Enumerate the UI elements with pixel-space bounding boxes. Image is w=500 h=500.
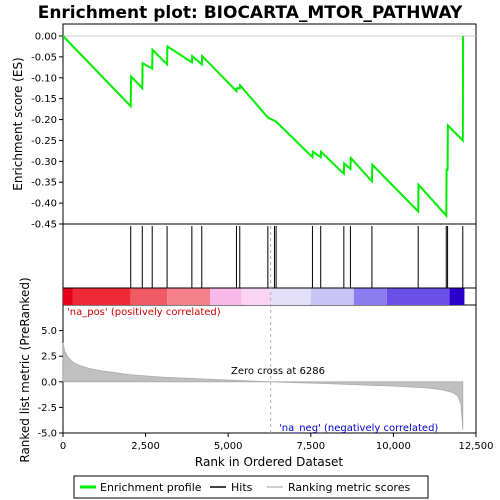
pos-label: 'na_pos' (positively correlated) (67, 307, 221, 318)
hit-markers (130, 226, 464, 288)
ranked-y-axis-label: Ranked list metric (PreRanked) (18, 277, 32, 462)
ranking-metric-fill (62, 342, 464, 430)
es-y-tick-label: 0.00 (35, 32, 57, 43)
x-tick-label: 12,500 (459, 441, 494, 452)
chart-title: Enrichment plot: BIOCARTA_MTOR_PATHWAY (38, 3, 463, 23)
es-y-tick-label: -0.05 (31, 52, 57, 63)
heat-bar-segment (353, 288, 387, 305)
es-y-tick-label: -0.15 (31, 94, 57, 105)
x-tick-label: 7,500 (296, 441, 325, 452)
ranking-heat-bar (63, 287, 476, 305)
ranked-y-tick-label: 5.0 (41, 326, 57, 337)
x-tick-label: 5,000 (214, 441, 243, 452)
legend-label-hits: Hits (231, 481, 253, 494)
heat-bar-segment (386, 288, 450, 305)
es-panel-frame (62, 23, 477, 225)
heat-bar-segment (449, 288, 465, 305)
heat-bar-segment (72, 288, 131, 305)
legend-label-enrichment: Enrichment profile (100, 481, 202, 494)
heat-bar-segment (270, 288, 311, 305)
x-axis-label: Rank in Ordered Dataset (195, 455, 343, 469)
heat-bar-segment (130, 288, 168, 305)
es-y-tick-label: -0.45 (31, 220, 57, 231)
ranked-y-tick-label: -5.0 (37, 429, 57, 440)
es-y-tick-label: -0.30 (31, 157, 57, 168)
heat-bar-segment (241, 288, 271, 305)
es-y-tick-label: -0.35 (31, 178, 57, 189)
ranked-panel-frame (62, 304, 477, 434)
enrichment-profile (62, 35, 465, 219)
legend-box (73, 475, 429, 499)
ranking-metric-area (62, 226, 464, 433)
heat-bar-segment (210, 288, 242, 305)
heat-bar-segment (310, 288, 354, 305)
x-tick-label: 0 (60, 441, 66, 452)
es-y-tick-label: -0.10 (31, 73, 57, 84)
x-tick-label: 2,500 (131, 441, 160, 452)
ranked-y-tick-label: 2.5 (41, 352, 57, 363)
heat-bar-segment (63, 288, 73, 305)
es-y-axis: 0.00 -0.05 -0.10 -0.15 -0.20 -0.25 -0.30 -0.35 -… (31, 32, 63, 231)
legend-label-ranking: Ranking metric scores (288, 481, 410, 494)
es-y-tick-label: -0.25 (31, 136, 57, 147)
enrichment-profile-line (62, 35, 465, 219)
neg-label: 'na_neg' (negatively correlated) (279, 423, 438, 434)
zero-cross-label: Zero cross at 6286 (231, 366, 325, 377)
x-axis: 0 2,500 5,000 7,500 10,000 12,500 (60, 433, 494, 452)
heat-bar-segment (167, 288, 211, 305)
es-y-tick-label: -0.40 (31, 199, 57, 210)
ranked-y-tick-label: -2.5 (37, 403, 57, 414)
x-tick-label: 10,000 (376, 441, 411, 452)
ranked-y-tick-label: 0.0 (41, 377, 57, 388)
ranked-y-axis: 5.0 2.5 0.0 -2.5 -5.0 (37, 326, 63, 440)
es-y-tick-label: -0.20 (31, 115, 57, 126)
es-y-axis-label: Enrichment score (ES) (11, 57, 25, 190)
